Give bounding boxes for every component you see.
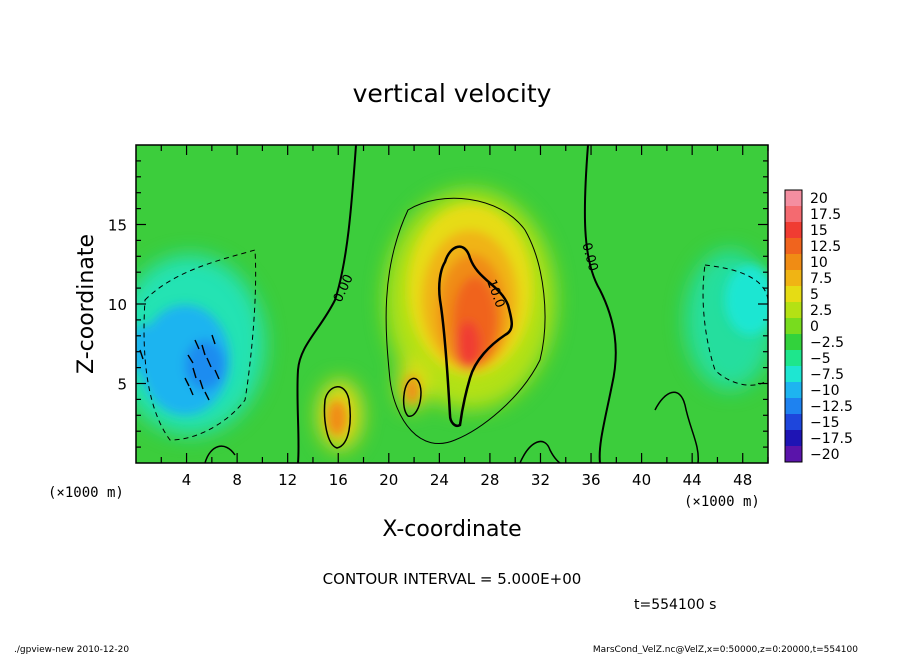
- y-axis-label: Z-coordinate: [74, 234, 99, 374]
- colorbar-label: −17.5: [810, 431, 853, 447]
- colorbar-label: −7.5: [810, 367, 844, 383]
- contour-label: 0.00: [578, 241, 600, 273]
- contour-five: [385, 197, 546, 445]
- y-axis: 5 10 15: [108, 160, 768, 448]
- colorbar-label: −12.5: [810, 399, 853, 415]
- x-tick-label: 16: [329, 471, 348, 489]
- colorbar-swatch: [785, 350, 802, 367]
- x-tick-label: 44: [683, 471, 702, 489]
- colorbar-swatch: [785, 270, 802, 287]
- colorbar-label: 10: [810, 255, 828, 271]
- x-tick-label: 28: [480, 471, 499, 489]
- colorbar-frame: [784, 189, 803, 463]
- colorbar-swatch: [785, 334, 802, 351]
- colorbar-label: 20: [810, 191, 828, 207]
- x-tick-label: 32: [531, 471, 550, 489]
- x-tick-label: 40: [632, 471, 651, 489]
- contour-local-left: [323, 386, 351, 449]
- colorbar-swatch: [785, 446, 802, 463]
- footer-left: ./gpview-new 2010-12-20: [14, 645, 129, 654]
- chart-title: vertical velocity: [353, 79, 552, 108]
- colorbar-swatch: [785, 366, 802, 383]
- colorbar-label: 12.5: [810, 239, 841, 255]
- plot-area: [136, 145, 768, 463]
- colorbar-swatch: [785, 238, 802, 255]
- colorbar-swatch: [785, 190, 802, 207]
- contour-zero-right: [583, 145, 617, 463]
- x-tick-label: 4: [182, 471, 192, 489]
- colorbar: 2017.51512.5107.552.50−2.5−5−7.5−10−12.5…: [784, 189, 853, 463]
- colorbar-label: 15: [810, 223, 828, 239]
- y-unit-label: (×1000 m): [684, 494, 760, 510]
- x-unit-label: (×1000 m): [48, 485, 124, 501]
- contour-negative-right: [702, 264, 768, 386]
- x-axis: 4 8 12 16 20 24 28 32 36 40 44 48: [160, 145, 769, 489]
- colorbar-swatch: [785, 318, 802, 335]
- colorbar-label: −10: [810, 383, 840, 399]
- colorbar-swatch: [785, 286, 802, 303]
- colorbar-swatch: [785, 430, 802, 447]
- contour-zero-left: [296, 145, 357, 463]
- colorbar-label: 17.5: [810, 207, 841, 223]
- contour-interval: CONTOUR INTERVAL = 5.000E+00: [323, 570, 582, 588]
- colorbar-swatch: [785, 206, 802, 223]
- dashed-cluster: [139, 334, 220, 401]
- colorbar-label: −20: [810, 447, 840, 463]
- colorbar-swatch: [785, 222, 802, 239]
- contour-negative-left: [143, 249, 257, 441]
- colorbar-label: 5: [810, 287, 819, 303]
- colorbar-swatch: [785, 302, 802, 319]
- x-tick-label: 36: [581, 471, 600, 489]
- x-axis-label: X-coordinate: [382, 517, 521, 542]
- colorbar-label: −2.5: [810, 335, 844, 351]
- time-label: t=554100 s: [634, 597, 716, 613]
- x-tick-label: 24: [430, 471, 449, 489]
- contour-local-mid: [402, 377, 422, 417]
- y-tick-label: 10: [108, 296, 127, 314]
- colorbar-label: −5: [810, 351, 831, 367]
- footer-right: MarsCond_VelZ.nc@VelZ,x=0:50000,z=0:2000…: [593, 645, 858, 654]
- colorbar-label: 7.5: [810, 271, 832, 287]
- colorbar-swatch: [785, 414, 802, 431]
- x-tick-label: 20: [379, 471, 398, 489]
- colorbar-label: 2.5: [810, 303, 832, 319]
- colorbar-swatch: [785, 254, 802, 271]
- contour-bottom-right: [204, 391, 699, 463]
- x-tick-label: 8: [232, 471, 242, 489]
- x-tick-label: 12: [278, 471, 297, 489]
- colorbar-swatch: [785, 398, 802, 415]
- colorbar-swatch: [785, 382, 802, 399]
- y-tick-label: 15: [108, 217, 127, 235]
- colorbar-label: −15: [810, 415, 840, 431]
- contour-lines: [139, 145, 768, 463]
- contour-ten: [437, 245, 513, 427]
- x-tick-label: 48: [733, 471, 752, 489]
- y-tick-label: 5: [117, 376, 127, 394]
- colorbar-label: 0: [810, 319, 819, 335]
